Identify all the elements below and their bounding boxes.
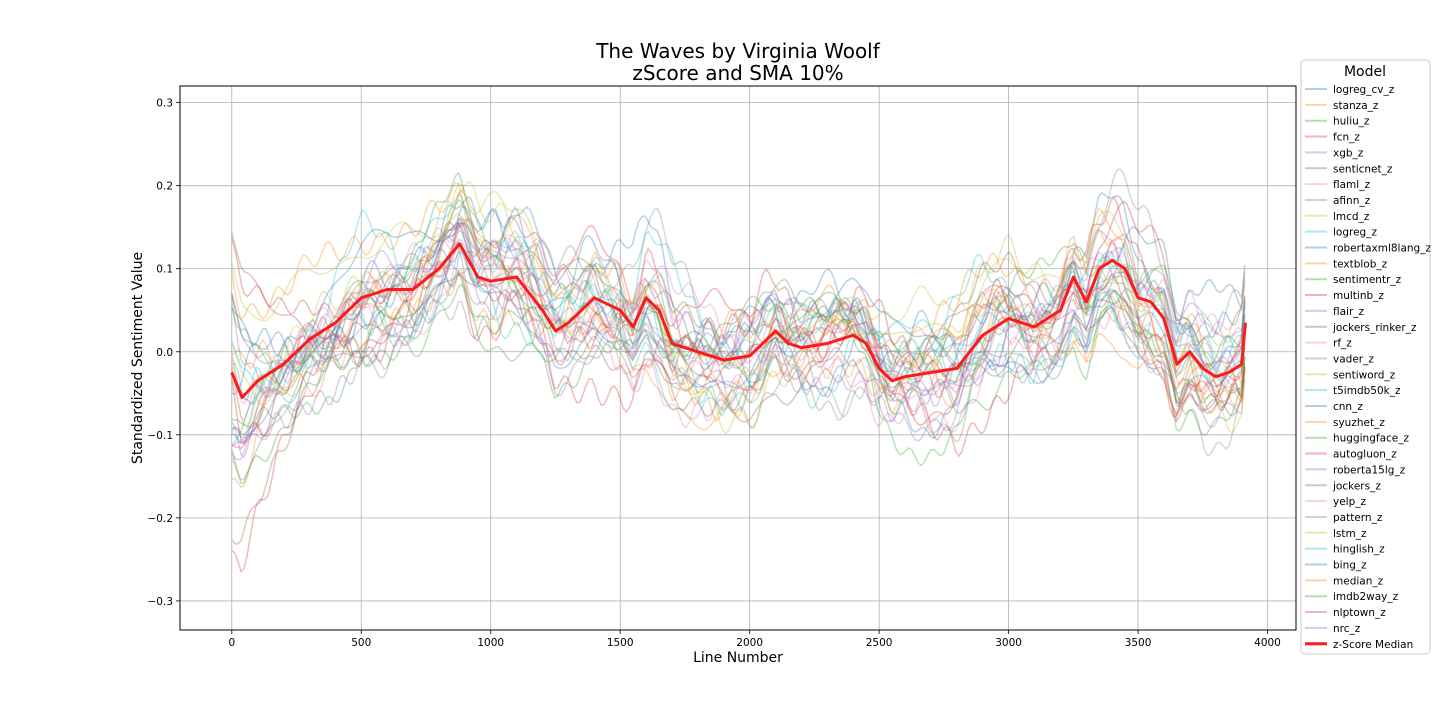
series-line-multinb-z xyxy=(231,240,1246,446)
x-tick-label: 3500 xyxy=(1125,637,1152,649)
series-line-nlptown-z xyxy=(231,238,1246,399)
legend-label: jockers_z xyxy=(1332,480,1381,492)
x-tick-label: 1500 xyxy=(607,637,634,649)
y-tick-label: 0.1 xyxy=(156,264,173,276)
series-line-flaml-z xyxy=(231,221,1246,443)
legend-label: senticnet_z xyxy=(1333,163,1393,175)
legend-label: syuzhet_z xyxy=(1333,417,1385,429)
legend-label: sentiword_z xyxy=(1333,369,1396,381)
series-line-bing-z xyxy=(231,221,1246,445)
series-line-hinglish-z xyxy=(231,209,1246,438)
series-line-nrc-z xyxy=(231,222,1246,447)
median-series-line xyxy=(230,242,1247,399)
legend-box xyxy=(1300,59,1431,655)
plot-frame xyxy=(179,85,1297,631)
y-axis-ticks: −0.3 −0.2 −0.1 0.0 0.1 0.2 0.3 xyxy=(148,98,180,608)
series-line-huggingface-z xyxy=(231,171,1246,467)
series-line-t5imdb50k-z xyxy=(231,236,1246,417)
legend-label: xgb_z xyxy=(1333,147,1364,159)
legend-label: multinb_z xyxy=(1333,290,1384,302)
series-line-syuzhet-z xyxy=(231,213,1246,431)
chart-title-line2: zScore and SMA 10% xyxy=(632,61,843,85)
series-line-robertaxml8lang-z xyxy=(231,195,1246,366)
series-line-afinn-z xyxy=(231,259,1246,457)
legend-label: pattern_z xyxy=(1333,512,1383,524)
series-line-flair-z xyxy=(231,238,1246,393)
legend-label: cnn_z xyxy=(1333,401,1363,413)
legend-label: rf_z xyxy=(1333,338,1352,350)
series-line-xgb-z xyxy=(231,229,1246,461)
median-series-group xyxy=(230,242,1247,399)
legend-label: flaml_z xyxy=(1333,179,1370,191)
legend-label: lmcd_z xyxy=(1333,211,1370,223)
x-tick-label: 2000 xyxy=(736,637,763,649)
legend-label: nrc_z xyxy=(1333,623,1361,635)
series-line-median-z xyxy=(231,189,1246,489)
legend-label: autogluon_z xyxy=(1333,449,1397,461)
y-tick-label: −0.1 xyxy=(148,430,174,442)
chart-title-line1: The Waves by Virginia Woolf xyxy=(595,39,881,63)
y-tick-label: 0.3 xyxy=(156,98,173,110)
legend-label: lstm_z xyxy=(1333,528,1367,540)
legend-label: logreg_cv_z xyxy=(1333,84,1395,96)
legend-label: jockers_rinker_z xyxy=(1332,322,1417,334)
series-line-roberta15lg-z xyxy=(231,264,1246,459)
legend-label: t5imdb50k_z xyxy=(1333,385,1401,397)
series-line-jockers-rinker-z xyxy=(231,232,1246,423)
legend-label: textblob_z xyxy=(1333,258,1388,270)
series-line-logreg-cv-z xyxy=(231,191,1246,440)
grid-lines xyxy=(180,86,1296,630)
legend-label: fcn_z xyxy=(1333,132,1360,144)
legend-label: logreg_z xyxy=(1333,227,1377,239)
series-line-yelp-z xyxy=(231,221,1246,429)
x-axis-label: Line Number xyxy=(693,650,783,666)
x-tick-label: 500 xyxy=(351,637,371,649)
series-line-stanza-z xyxy=(231,250,1246,423)
y-tick-label: −0.2 xyxy=(148,513,174,525)
series-line-sentimentr-z xyxy=(231,269,1246,485)
legend-label: imdb2way_z xyxy=(1333,591,1399,603)
legend-items: logreg_cv_z stanza_z huliu_z fcn_z xgb_zsent… xyxy=(1305,84,1431,651)
series-line-logreg-z xyxy=(231,193,1246,421)
series-line-lstm-z xyxy=(231,210,1246,378)
legend-label: yelp_z xyxy=(1333,496,1367,508)
plot-area: 0 500 1000 1500 2000 2500 3000 3500 4000 −0.3−0.… xyxy=(148,85,1297,649)
series-line-fcn-z xyxy=(231,200,1246,450)
x-tick-label: 0 xyxy=(228,637,235,649)
legend-label: huliu_z xyxy=(1333,116,1370,128)
legend-title: Model xyxy=(1344,64,1386,80)
legend-label: z-Score Median xyxy=(1333,639,1413,651)
legend-label: vader_z xyxy=(1333,353,1374,365)
legend-label: roberta15lg_z xyxy=(1333,464,1406,476)
x-tick-label: 1000 xyxy=(477,637,504,649)
legend-label: hinglish_z xyxy=(1333,544,1385,556)
y-tick-label: −0.3 xyxy=(148,596,174,608)
x-tick-label: 2500 xyxy=(866,637,893,649)
series-line-jockers-z xyxy=(231,216,1246,545)
series-line-autogluon-z xyxy=(231,196,1246,573)
legend-label: median_z xyxy=(1333,575,1384,587)
y-tick-label: 0.2 xyxy=(156,181,173,193)
legend-label: bing_z xyxy=(1333,560,1367,572)
x-axis-ticks: 0 500 1000 1500 2000 2500 3000 3500 4000 xyxy=(228,630,1281,649)
legend-label: robertaxml8lang_z xyxy=(1333,243,1431,255)
legend-label: flair_z xyxy=(1333,306,1365,318)
y-axis-label: Standardized Sentiment Value xyxy=(130,252,146,464)
x-tick-label: 3000 xyxy=(995,637,1022,649)
series-line-textblob-z xyxy=(231,182,1246,415)
legend: Model logreg_cv_z stanza_z huliu_z fcn_zxgb… xyxy=(1300,59,1431,655)
y-tick-label: 0.0 xyxy=(156,347,173,359)
legend-label: stanza_z xyxy=(1333,100,1379,112)
legend-label: sentimentr_z xyxy=(1333,274,1402,286)
series-line-huliu-z xyxy=(231,279,1246,446)
x-tick-label: 4000 xyxy=(1254,637,1281,649)
legend-label: huggingface_z xyxy=(1333,433,1409,445)
legend-label: afinn_z xyxy=(1333,195,1371,207)
series-line-imdb2way-z xyxy=(231,198,1246,394)
legend-label: nlptown_z xyxy=(1333,607,1386,619)
series-line-senticnet-z xyxy=(231,222,1246,435)
series-line-vader-z xyxy=(231,223,1246,482)
